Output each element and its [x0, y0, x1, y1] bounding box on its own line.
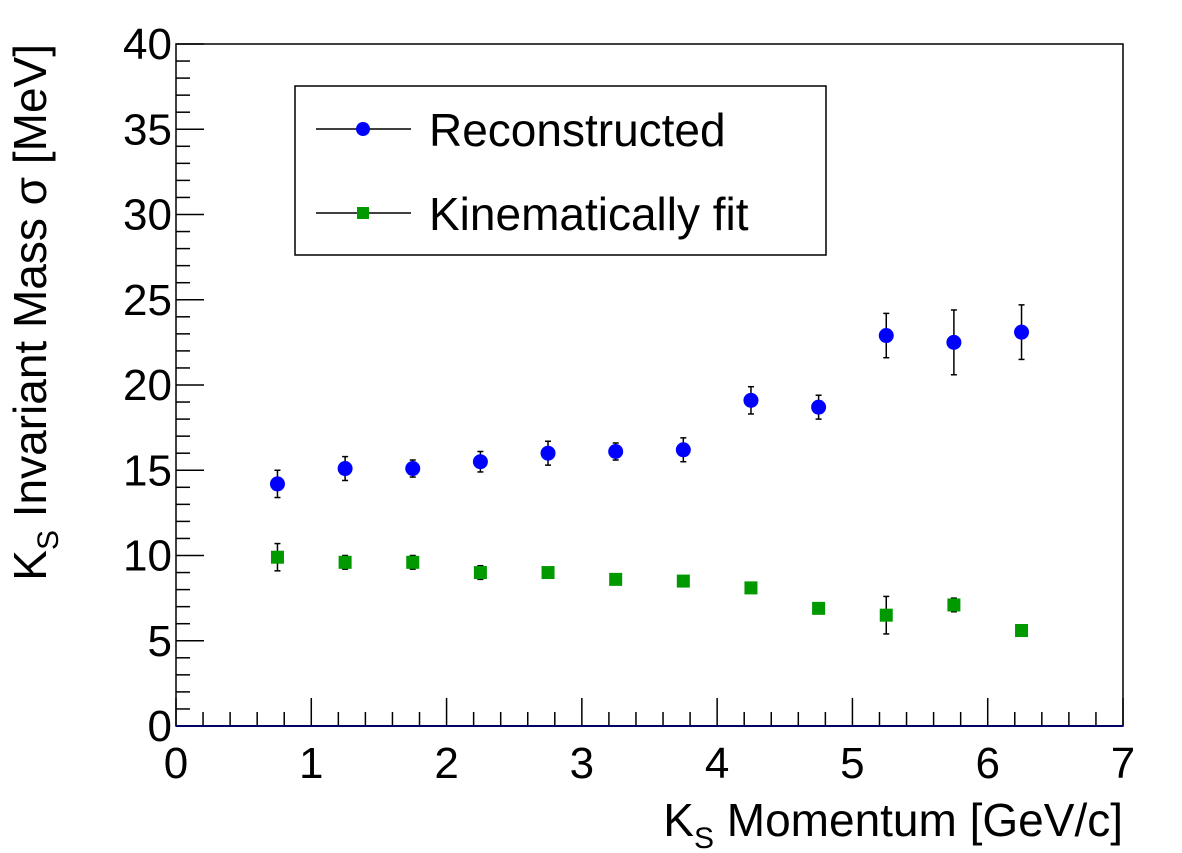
y-axis-title: KS Invariant Mass σ [MeV] — [4, 44, 65, 581]
x-axis-title: KS Momentum [GeV/c] — [663, 794, 1123, 853]
data-point — [1014, 324, 1030, 340]
data-point — [675, 442, 691, 458]
x-axis-title-rest: Momentum [GeV/c] — [714, 794, 1123, 846]
data-series — [269, 304, 1030, 638]
series-1 — [270, 542, 1029, 638]
legend-marker-kinematically-fit — [357, 207, 369, 219]
y-tick-label: 0 — [148, 702, 172, 751]
y-tick-label: 30 — [123, 191, 172, 240]
y-axis-title-main: K — [4, 550, 56, 581]
x-axis-title-main: K — [663, 794, 694, 846]
y-tick-label: 20 — [123, 361, 172, 410]
x-axis-title-sub: S — [694, 822, 714, 853]
series-0 — [269, 304, 1030, 499]
y-tick-label: 5 — [148, 617, 172, 666]
data-point — [879, 608, 893, 622]
data-point — [541, 566, 555, 580]
data-point — [540, 445, 556, 461]
data-point — [338, 555, 352, 569]
x-tick-label: 2 — [434, 739, 458, 788]
axis-ticks — [175, 43, 1124, 727]
data-point — [337, 461, 353, 477]
legend-box — [294, 85, 827, 256]
data-point — [472, 454, 488, 470]
data-point — [269, 476, 285, 492]
x-tick-labels: 0 1 2 3 4 5 6 7 — [164, 739, 1135, 788]
legend-label-reconstructed: Reconstructed — [429, 104, 726, 156]
x-tick-label: 7 — [1111, 739, 1135, 788]
y-tick-label: 25 — [123, 276, 172, 325]
y-tick-label: 40 — [123, 20, 172, 69]
data-point — [878, 328, 894, 344]
data-point — [811, 399, 827, 415]
y-tick-label: 35 — [123, 105, 172, 154]
data-point — [676, 574, 690, 588]
data-point — [405, 461, 421, 477]
data-point — [608, 443, 624, 459]
data-point — [1015, 624, 1029, 638]
x-tick-label: 3 — [570, 739, 594, 788]
x-tick-label: 4 — [705, 739, 729, 788]
legend: Reconstructed Kinematically fit — [294, 85, 827, 256]
y-tick-label: 15 — [123, 446, 172, 495]
x-tick-label: 5 — [840, 739, 864, 788]
data-point — [812, 601, 826, 615]
y-tick-label: 10 — [123, 532, 172, 581]
legend-label-kinematically-fit: Kinematically fit — [429, 188, 749, 240]
data-point — [744, 581, 758, 595]
data-point — [947, 598, 961, 612]
y-axis-title-sub: S — [32, 530, 65, 550]
y-axis-title-rest: Invariant Mass σ [MeV] — [4, 44, 56, 530]
x-tick-label: 0 — [164, 739, 188, 788]
data-point — [270, 550, 284, 564]
x-tick-label: 6 — [975, 739, 999, 788]
data-point — [406, 555, 420, 569]
data-point — [609, 572, 623, 586]
y-tick-labels: 0 5 10 15 20 25 30 35 40 — [123, 20, 172, 751]
data-point — [946, 334, 962, 350]
data-point — [743, 392, 759, 408]
data-point — [473, 566, 487, 580]
x-tick-label: 1 — [299, 739, 323, 788]
legend-marker-reconstructed — [356, 122, 370, 136]
